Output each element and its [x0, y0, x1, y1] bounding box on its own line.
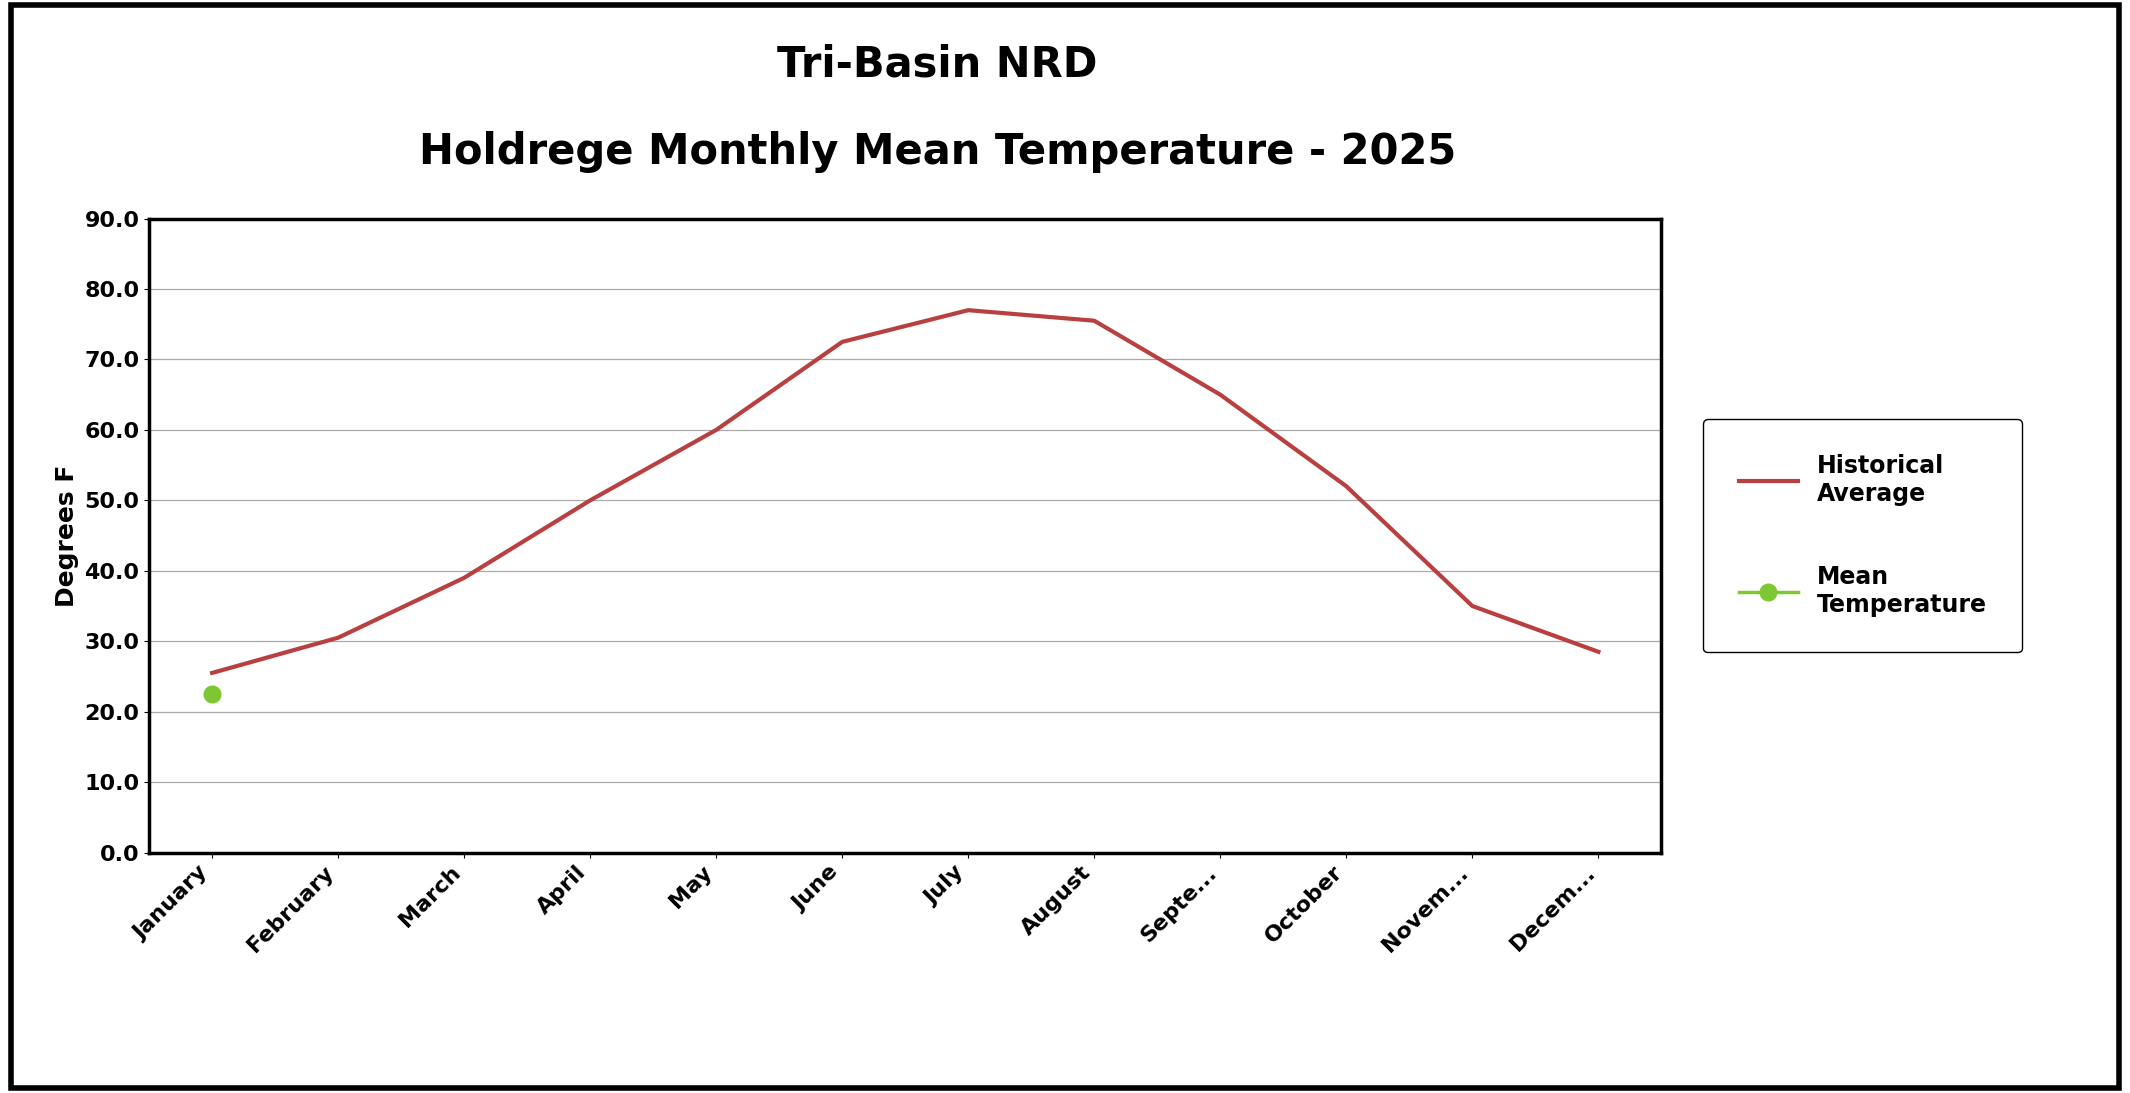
- Historical
Average: [703, 423, 728, 436]
- Historical
Average: [200, 667, 226, 680]
- Historical
Average: [1333, 480, 1359, 493]
- Historical
Average: [1585, 645, 1610, 658]
- Historical
Average: [577, 494, 603, 507]
- Historical
Average: [452, 572, 477, 585]
- Legend: Historical
Average, Mean
Temperature: Historical Average, Mean Temperature: [1704, 419, 2021, 653]
- Y-axis label: Degrees F: Degrees F: [55, 465, 79, 607]
- Historical
Average: [1208, 388, 1233, 401]
- Historical
Average: [1082, 314, 1108, 327]
- Historical
Average: [1459, 599, 1485, 612]
- Historical
Average: [326, 631, 351, 644]
- Line: Historical
Average: Historical Average: [213, 310, 1598, 673]
- Text: Holdrege Monthly Mean Temperature - 2025: Holdrege Monthly Mean Temperature - 2025: [420, 131, 1455, 173]
- Text: Tri-Basin NRD: Tri-Basin NRD: [777, 44, 1097, 85]
- Historical
Average: [956, 304, 982, 317]
- Historical
Average: [829, 336, 854, 349]
